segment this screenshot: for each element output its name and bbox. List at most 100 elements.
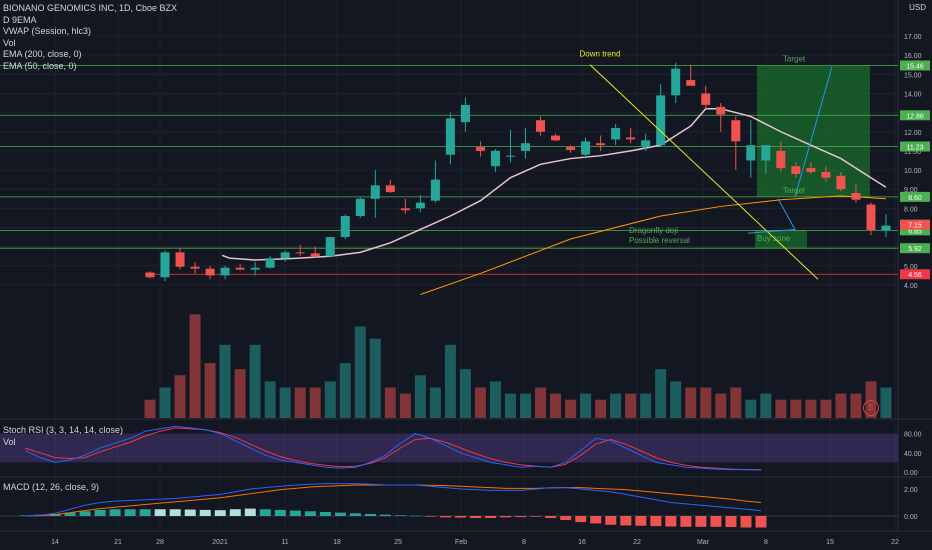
macd-histogram-bar — [545, 516, 557, 519]
volume-bar — [159, 387, 171, 418]
macd-histogram-bar — [199, 509, 211, 516]
volume-bar — [144, 399, 156, 418]
target-top-label: Target — [783, 54, 806, 63]
volume-bar — [715, 393, 727, 418]
macd-label[interactable]: MACD (12, 26, close, 9) — [3, 482, 100, 492]
macd-histogram-bar — [620, 516, 632, 526]
time-tick-label: 22 — [633, 539, 641, 546]
time-tick-label: 8 — [522, 539, 526, 546]
candle-body — [310, 253, 320, 257]
legend-ema50[interactable]: EMA (50, close, 0) — [3, 60, 77, 71]
volume-bar — [625, 393, 637, 418]
candle-body — [716, 106, 726, 115]
volume-bar — [595, 399, 607, 418]
macd-histogram-bar — [109, 509, 121, 516]
candle-body — [280, 252, 290, 259]
candle-body — [430, 179, 440, 201]
macd-histogram-bar — [665, 516, 677, 527]
macd-histogram-bar — [349, 513, 361, 516]
macd-histogram-bar — [94, 509, 106, 516]
macd-line — [24, 483, 762, 517]
candle-body — [445, 118, 455, 155]
dragonfly-label: Dragonfly doji — [629, 226, 678, 235]
volume-bar — [655, 369, 667, 418]
down-trend-line — [589, 64, 819, 280]
macd-histogram-bar — [680, 516, 692, 527]
level-price-label: 8.60 — [908, 195, 922, 202]
volume-bar — [324, 381, 336, 418]
volume-bar — [204, 363, 216, 418]
legend-ema200[interactable]: EMA (200, close, 0) — [3, 49, 82, 59]
volume-bar — [339, 363, 351, 418]
price-tick-label: 12.00 — [904, 130, 922, 137]
legend-ema9[interactable]: D 9EMA — [3, 14, 37, 25]
level-price-label: 15.46 — [906, 63, 924, 70]
candle-body — [145, 272, 155, 278]
macd-histogram-bar — [289, 510, 301, 516]
macd-histogram-bar — [244, 508, 256, 516]
down-trend-label: Down trend — [580, 50, 621, 59]
macd-histogram-bar — [154, 509, 166, 516]
candle-body — [821, 171, 831, 178]
earnings-icon[interactable]: E — [863, 400, 879, 416]
candle-body — [731, 120, 741, 142]
candle-body — [881, 225, 891, 231]
stoch-rsi-label[interactable]: Stoch RSI (3, 3, 14, 14, close) — [3, 425, 124, 435]
legend-vwap[interactable]: VWAP (Session, hlc3) — [3, 26, 92, 36]
candle-body — [551, 135, 561, 141]
symbol-title[interactable]: BIONANO GENOMICS INC, 1D, Cboe BZX — [3, 3, 178, 13]
candle-body — [566, 147, 576, 150]
candle-body — [611, 127, 621, 140]
price-tick-label: 5.00 — [904, 264, 918, 271]
time-tick-label: Feb — [455, 539, 467, 546]
candle-body — [235, 267, 245, 270]
macd-histogram-bar — [455, 516, 467, 518]
macd-histogram-bar — [530, 516, 542, 517]
volume-bar — [775, 399, 787, 418]
volume-bar — [700, 387, 712, 418]
candle-body — [340, 216, 350, 238]
price-tick-label: 15.00 — [904, 72, 922, 79]
candle-body — [776, 150, 786, 169]
candle-body — [190, 266, 200, 269]
level-price-tag — [900, 225, 930, 236]
candle-body — [521, 143, 530, 151]
vol-pane-label[interactable]: Vol — [3, 437, 16, 447]
time-tick-label: 21 — [114, 539, 122, 546]
time-tick-label: 11 — [281, 539, 288, 546]
candle-body — [686, 80, 696, 86]
candle-body — [641, 140, 651, 148]
macd-histogram-bar — [229, 509, 241, 516]
candle-body — [761, 145, 771, 161]
currency-button[interactable]: USD — [909, 3, 926, 12]
time-tick-label: 28 — [156, 539, 164, 546]
candle-body — [160, 252, 170, 278]
level-price-label: 11.23 — [907, 144, 924, 151]
volume-bar — [474, 387, 486, 418]
volume-bar — [865, 381, 877, 418]
stoch-tick-label: 80.00 — [904, 432, 922, 439]
candle-body — [581, 141, 591, 155]
candle-body — [265, 258, 275, 268]
candle-body — [671, 68, 681, 96]
candle-body — [385, 185, 395, 193]
macd-histogram-bar — [184, 509, 196, 516]
macd-histogram-bar — [485, 516, 497, 519]
candle-body — [536, 120, 546, 132]
volume-bar — [429, 387, 441, 418]
macd-histogram-bar — [755, 516, 767, 528]
macd-histogram-bar — [274, 509, 286, 516]
candle-body — [175, 252, 185, 267]
macd-histogram-bar — [695, 516, 707, 527]
volume-bar — [309, 387, 321, 418]
legend-vol[interactable]: Vol — [3, 37, 16, 48]
level-price-label: 12.86 — [906, 113, 924, 120]
target-bottom-label: Target — [783, 186, 806, 195]
volume-bar — [264, 381, 276, 418]
price-tick-label: 4.00 — [904, 283, 918, 290]
volume-bar — [459, 369, 471, 418]
projection-arrow-low — [747, 198, 796, 234]
volume-bar — [640, 393, 652, 418]
buy-zone-label: Buy zone — [757, 234, 791, 243]
